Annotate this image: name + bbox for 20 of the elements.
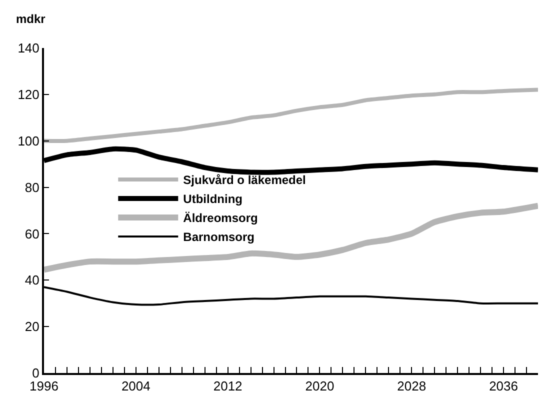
y-axis-title: mdkr [16,12,46,26]
y-tick-label: 0 [32,366,40,381]
x-tick-label: 2036 [489,378,518,394]
y-tick-label: 20 [24,319,40,334]
y-tick-label: 120 [18,86,40,102]
x-tick-label: 2020 [305,378,334,394]
y-tick-label: 60 [24,226,40,242]
x-tick-label: 2028 [397,378,426,394]
legend-label: Utbildning [183,192,242,206]
x-tick-label: 2004 [121,378,150,394]
y-tick-label: 100 [18,133,40,148]
line-series [44,88,538,143]
legend-label: Sjukvård o läkemedel [183,173,306,188]
y-tick-label: 80 [24,180,40,195]
legend-label: Barnomsorg [183,230,255,244]
x-tick-label: 1996 [30,378,58,394]
x-tick-label: 2012 [213,378,242,394]
y-tick-label: 140 [18,40,40,56]
y-tick-label: 40 [24,272,40,288]
legend-label: Äldreomsorg [183,211,258,226]
